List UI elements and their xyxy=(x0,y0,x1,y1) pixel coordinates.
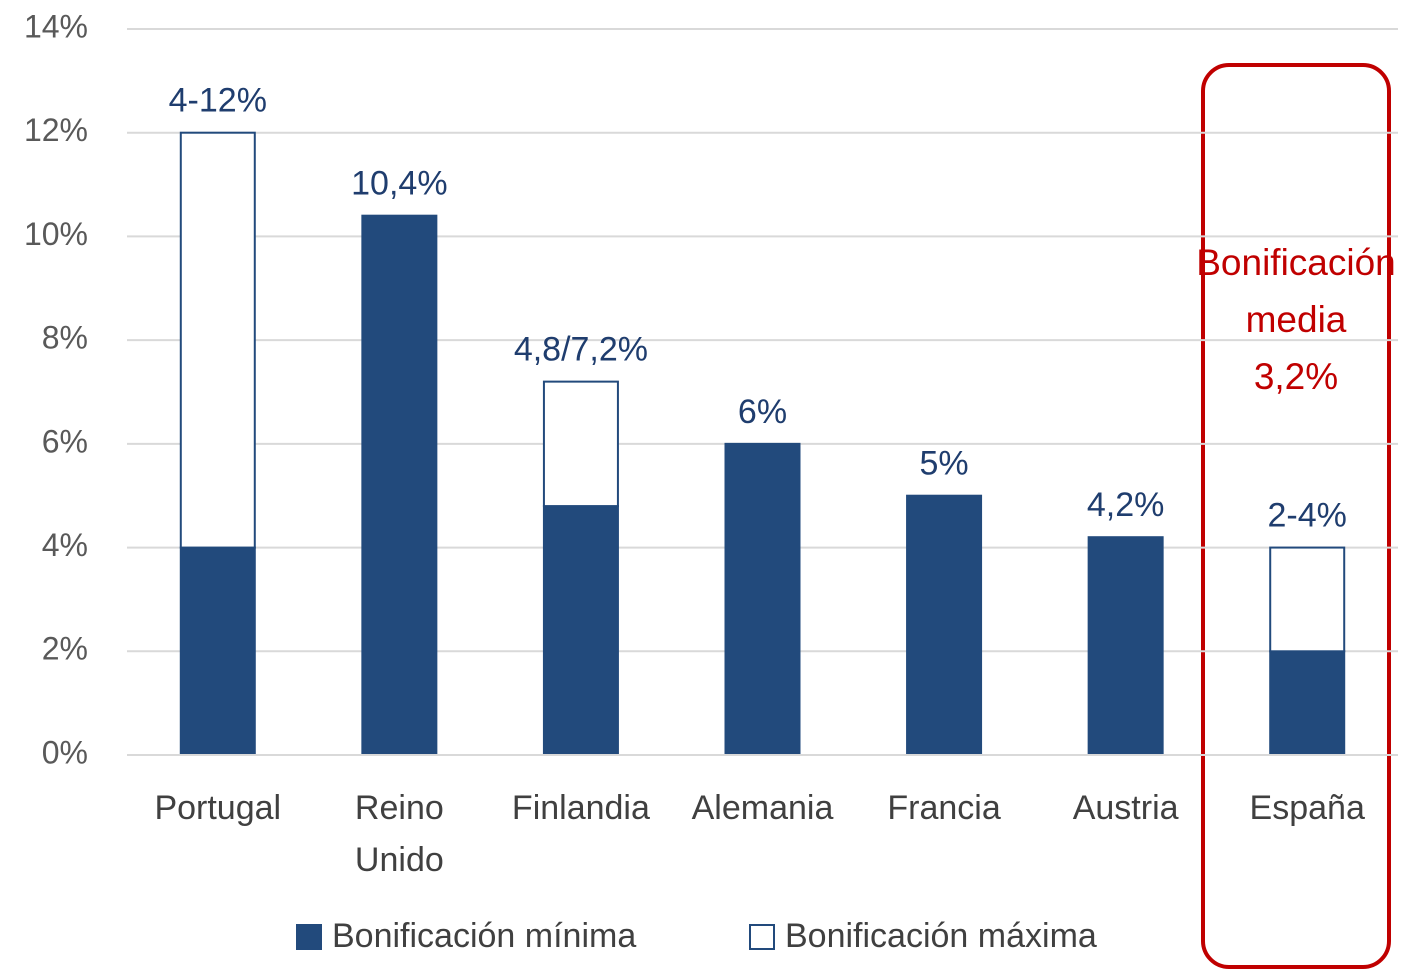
bar-segment xyxy=(1087,536,1164,757)
x-tick-label: España xyxy=(1250,789,1365,827)
y-tick-label: 12% xyxy=(24,112,88,148)
bar-segment xyxy=(1269,650,1346,756)
x-tick-label: Francia xyxy=(887,789,1000,827)
x-tick-label: Finlandia xyxy=(512,789,650,827)
bar-segment xyxy=(1269,546,1346,653)
bar-label: 10,4% xyxy=(351,165,447,203)
x-tick-label: Austria xyxy=(1073,789,1179,827)
legend-swatch xyxy=(296,924,322,950)
bar-label: 6% xyxy=(738,393,787,431)
bar-label: 4,2% xyxy=(1087,486,1165,524)
legend-label: Bonificación mínima xyxy=(332,917,636,955)
bar-label: 4,8/7,2% xyxy=(514,331,648,369)
bar-segment xyxy=(542,380,619,508)
bar-segment xyxy=(542,505,619,757)
x-tick-label: Portugal xyxy=(154,789,281,827)
x-tick-label: Reino Unido xyxy=(355,789,444,879)
bar-label: 5% xyxy=(920,445,969,483)
x-tick-label: Alemania xyxy=(692,789,834,827)
y-tick-label: 0% xyxy=(42,734,88,770)
legend-label: Bonificación máxima xyxy=(785,917,1097,955)
y-tick-label: 6% xyxy=(42,423,88,459)
y-tick-label: 14% xyxy=(24,8,88,44)
annotation: Bonificación xyxy=(1196,242,1396,283)
bar-segment xyxy=(906,494,983,756)
bar-segment xyxy=(179,546,256,756)
y-tick-label: 4% xyxy=(42,527,88,563)
bar-label: 4-12% xyxy=(169,82,267,120)
y-tick-label: 8% xyxy=(42,320,88,356)
annotation: media xyxy=(1246,299,1347,340)
bar-segment xyxy=(361,214,438,756)
y-tick-label: 10% xyxy=(24,216,88,252)
highlight-box xyxy=(1201,63,1391,969)
bar-segment xyxy=(724,442,801,756)
bar-label: 2-4% xyxy=(1268,497,1347,535)
annotation: 3,2% xyxy=(1254,356,1338,397)
bar-segment xyxy=(179,131,256,549)
legend-swatch xyxy=(749,924,775,950)
y-tick-label: 2% xyxy=(42,631,88,667)
